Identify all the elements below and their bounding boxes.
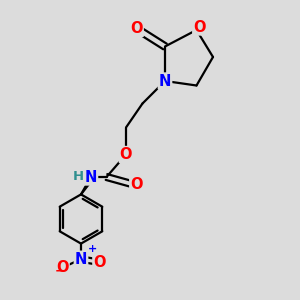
- Text: O: O: [193, 20, 206, 34]
- Text: O: O: [130, 177, 143, 192]
- Text: O: O: [93, 255, 106, 270]
- Text: O: O: [130, 21, 143, 36]
- Text: N: N: [85, 169, 97, 184]
- Text: −: −: [55, 264, 65, 277]
- Text: O: O: [120, 147, 132, 162]
- Text: +: +: [88, 244, 97, 254]
- Text: H: H: [72, 170, 84, 184]
- Text: O: O: [56, 260, 69, 275]
- Text: N: N: [75, 252, 87, 267]
- Text: N: N: [159, 74, 171, 88]
